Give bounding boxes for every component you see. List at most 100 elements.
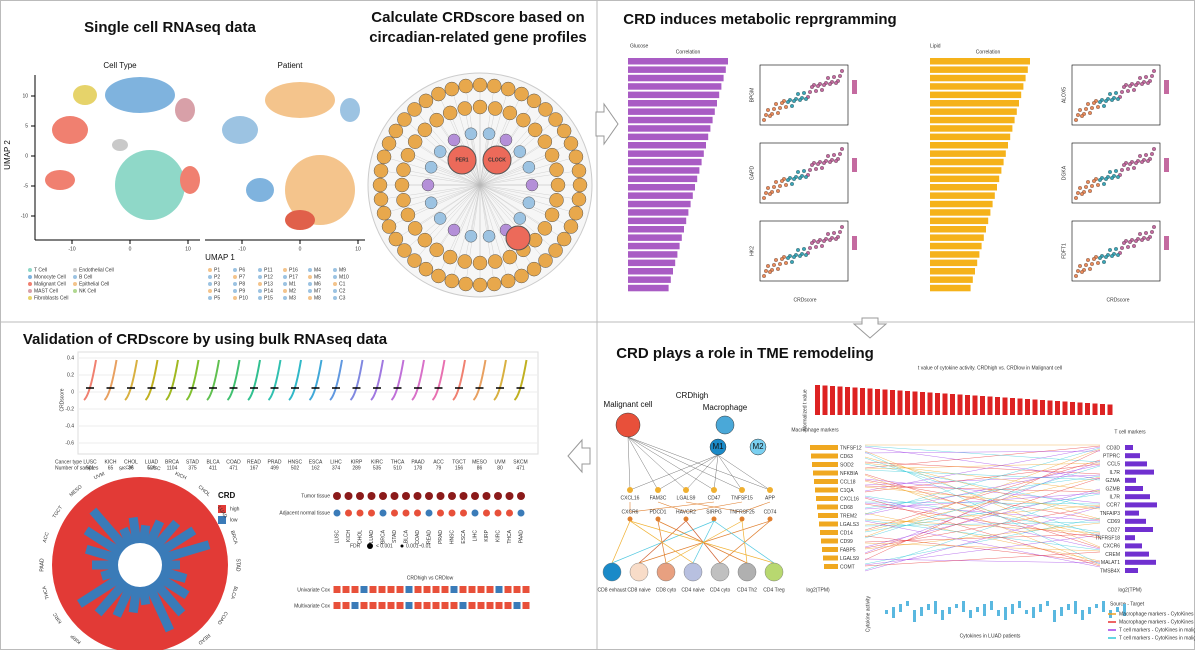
point [814, 245, 818, 249]
point [816, 84, 820, 88]
legend-dot [233, 289, 237, 293]
bar [930, 268, 975, 275]
axis-label: log2(TPM) [1118, 587, 1142, 593]
label: ACC [433, 459, 444, 465]
edge [629, 520, 775, 564]
cox-cell [369, 602, 377, 609]
activity-bar [1032, 607, 1035, 618]
node [516, 112, 531, 128]
point [1132, 88, 1136, 92]
node [502, 105, 518, 121]
legend-dot [258, 282, 262, 286]
node [487, 101, 503, 116]
dot [344, 492, 353, 500]
cox-cell [387, 602, 395, 609]
edge [657, 454, 719, 491]
label: 86 [477, 465, 483, 471]
point [1110, 98, 1114, 102]
legend-dot [308, 282, 312, 286]
point [1146, 237, 1150, 241]
arrow-left [567, 438, 591, 474]
marker-bar [816, 496, 838, 501]
label: SOD2 [840, 462, 854, 468]
bar [930, 234, 984, 241]
edge [479, 184, 490, 237]
node [472, 277, 488, 293]
link [864, 476, 1101, 532]
label: -10 [68, 246, 75, 252]
legend-dot [208, 296, 212, 300]
link [864, 450, 1101, 548]
label: TNFSF12 [840, 445, 862, 451]
axis-label: Correlation [976, 49, 1001, 55]
label: M3 [289, 295, 296, 301]
point [802, 169, 806, 173]
bar [930, 284, 971, 292]
point [762, 274, 766, 278]
point [1116, 175, 1120, 179]
point [786, 178, 790, 182]
link [864, 551, 1101, 567]
legend-dot [283, 268, 287, 272]
point [834, 159, 838, 163]
node [400, 147, 416, 163]
label: Fibroblasts Cell [34, 295, 68, 301]
point [1102, 182, 1106, 186]
point [786, 256, 790, 260]
point [820, 166, 824, 170]
label: KICH [346, 530, 352, 542]
legend-dot [333, 296, 337, 300]
label: -10 [21, 213, 28, 219]
point [1150, 74, 1154, 78]
point [1140, 160, 1144, 164]
link [864, 534, 1101, 566]
bar [628, 276, 671, 283]
edge [453, 184, 481, 231]
point [826, 232, 830, 236]
dot [425, 492, 433, 500]
activity-bar [1088, 607, 1091, 614]
label: LGALS3 [840, 522, 859, 528]
node [431, 86, 446, 102]
link [864, 533, 1101, 543]
point [1084, 263, 1088, 267]
point [766, 264, 770, 268]
point [772, 263, 776, 267]
legend-dot [208, 275, 212, 279]
cox-cell [522, 586, 530, 593]
label: MAST Cell [34, 288, 58, 294]
cox-cell [477, 586, 485, 593]
label: FDFT1 [1061, 243, 1067, 259]
point [826, 154, 830, 158]
point [764, 191, 768, 195]
point [816, 162, 820, 166]
activity-bar [885, 610, 888, 614]
edge [479, 184, 553, 215]
dot [414, 509, 421, 517]
point [1140, 82, 1144, 86]
point [1092, 257, 1096, 261]
point [834, 237, 838, 241]
point [792, 177, 796, 181]
label: LUSC [83, 459, 97, 465]
point [1080, 114, 1084, 118]
label: 80 [497, 465, 503, 471]
node [537, 134, 553, 149]
plot-area [77, 351, 539, 455]
cox-cell [405, 602, 413, 609]
label: DGKA [1061, 165, 1067, 180]
label: C1 [339, 281, 346, 287]
label: 36 [128, 465, 134, 471]
label: MALAT1 [1101, 560, 1120, 566]
label: C3 [339, 295, 346, 301]
bar [628, 268, 673, 275]
node [482, 229, 496, 243]
label: M10 [339, 274, 349, 280]
bar [930, 200, 993, 208]
cyto-bar [972, 395, 978, 415]
edge [627, 436, 743, 491]
cyto-bar [875, 389, 880, 415]
node [372, 177, 388, 193]
label: 178 [414, 465, 423, 471]
label: TNFSF15 [731, 495, 753, 501]
